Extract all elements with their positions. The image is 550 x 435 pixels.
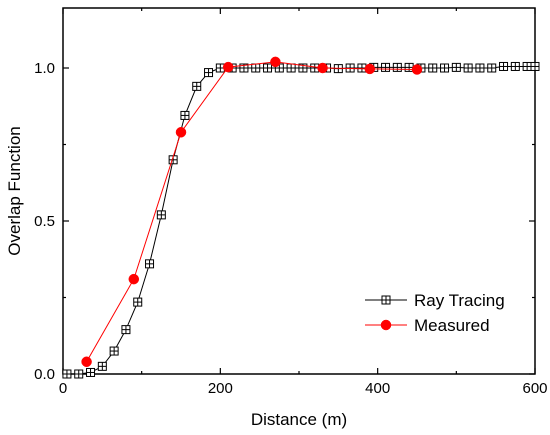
data-point (270, 56, 281, 68)
data-point (180, 110, 190, 120)
y-tick-label: 1.0 (34, 60, 55, 77)
x-tick-label: 600 (522, 380, 547, 397)
series-measured (81, 56, 423, 368)
data-point (463, 63, 473, 73)
data-point (440, 63, 450, 73)
data-point (286, 63, 296, 73)
data-point (263, 63, 273, 73)
y-tick-label: 0.0 (34, 366, 55, 383)
data-point (499, 61, 509, 71)
data-point (364, 63, 376, 75)
x-tick-label: 0 (59, 380, 67, 397)
data-point (86, 367, 96, 377)
legend-marker-measured (380, 319, 392, 331)
data-point (133, 297, 143, 307)
y-tick-label: 0.5 (34, 213, 55, 230)
data-point (428, 63, 438, 73)
legend: Ray Tracing Measured (365, 291, 505, 335)
data-point (487, 63, 497, 73)
data-point (62, 369, 72, 379)
data-point (175, 127, 187, 138)
y-axis-title: Overlap Function (5, 126, 24, 255)
data-point (81, 356, 92, 368)
x-axis-title: Distance (m) (251, 410, 347, 429)
data-point (411, 64, 423, 75)
data-point (204, 68, 214, 78)
data-point (392, 62, 402, 72)
data-point (522, 61, 532, 71)
x-tick-label: 200 (208, 380, 233, 397)
data-point (510, 61, 520, 71)
ticks: 0 200 400 600 0.0 0.5 1.0 (34, 8, 548, 397)
data-point (222, 61, 234, 73)
legend-label-measured: Measured (414, 316, 490, 335)
data-point (475, 63, 485, 73)
data-point (192, 81, 202, 91)
data-point (451, 62, 461, 72)
data-point (251, 63, 261, 73)
data-point (74, 369, 84, 379)
data-point (128, 273, 140, 285)
data-point (156, 210, 166, 220)
data-point (97, 361, 107, 371)
data-point (121, 325, 131, 335)
data-point (145, 259, 155, 269)
x-tick-label: 400 (365, 380, 390, 397)
series-line (86, 61, 418, 363)
data-point (109, 346, 119, 356)
data-point (530, 61, 540, 71)
legend-marker-ray-tracing (381, 295, 391, 305)
series-layer (62, 56, 540, 379)
legend-label-ray-tracing: Ray Tracing (414, 291, 505, 310)
data-point (317, 62, 328, 74)
data-point (381, 62, 391, 72)
